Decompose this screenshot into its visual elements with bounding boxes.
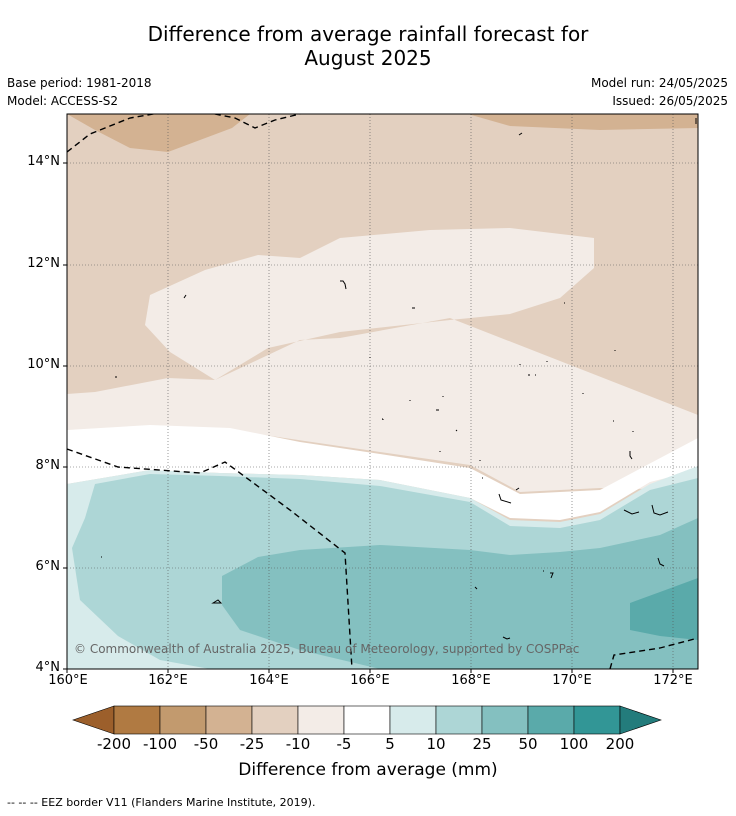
colorbar-label: -200	[96, 735, 132, 753]
colorbar-swatch	[527, 705, 575, 735]
map-title: Difference from average rainfall forecas…	[0, 22, 736, 70]
title-line-2: August 2025	[304, 46, 432, 70]
base-period: Base period: 1981-2018	[7, 76, 152, 90]
colorbar-swatch	[159, 705, 207, 735]
colorbar-swatch	[389, 705, 437, 735]
colorbar-swatch	[573, 705, 621, 735]
title-line-1: Difference from average rainfall forecas…	[147, 22, 589, 46]
copyright-notice: © Commonwealth of Australia 2025, Bureau…	[74, 642, 579, 656]
colorbar-label: 100	[559, 735, 589, 753]
colorbar-swatch	[251, 705, 299, 735]
axis-ticks	[63, 162, 674, 673]
model-run: Model run: 24/05/2025	[590, 76, 728, 90]
colorbar-swatch	[481, 705, 529, 735]
colorbar-swatch	[205, 705, 253, 735]
band-5-10-southwest	[67, 484, 210, 669]
colorbar-label: 5	[385, 735, 395, 753]
x-tick-172e: 172°E	[653, 673, 693, 688]
band-minus10-minus5	[67, 228, 698, 492]
colorbar-arrow-left	[72, 705, 115, 735]
colorbar-label: 50	[518, 735, 538, 753]
colorbar-arrow-right	[619, 705, 662, 735]
band-minus50-minus25-east	[468, 114, 698, 130]
y-tick-4n: 4°N	[35, 660, 61, 675]
colorbar-label: -10	[285, 735, 311, 753]
colorbar-label: 200	[605, 735, 635, 753]
meta-left: Base period: 1981-2018 Model: ACCESS-S2	[7, 74, 152, 110]
colorbar	[72, 705, 662, 735]
colorbar-swatch	[343, 705, 391, 735]
band-50-100	[630, 578, 698, 640]
rainfall-map: © Commonwealth of Australia 2025, Bureau…	[67, 114, 698, 669]
y-tick-14n: 14°N	[27, 154, 60, 169]
colorbar-label: 25	[472, 735, 492, 753]
colorbar-swatch	[113, 705, 161, 735]
x-tick-160e: 160°E	[48, 673, 88, 688]
band-25-50	[222, 518, 698, 669]
model-name: Model: ACCESS-S2	[7, 94, 119, 108]
eez-borders	[67, 114, 698, 669]
issued-date: Issued: 26/05/2025	[612, 94, 728, 108]
colorbar-label: -25	[239, 735, 265, 753]
y-tick-10n: 10°N	[27, 357, 60, 372]
y-tick-12n: 12°N	[27, 256, 60, 271]
x-tick-166e: 166°E	[350, 673, 390, 688]
colorbar-swatch	[435, 705, 483, 735]
colorbar-label: 10	[426, 735, 446, 753]
map-frame	[66, 113, 699, 670]
colorbar-label: -50	[193, 735, 219, 753]
band-minus50-minus25-west	[67, 114, 250, 152]
colorbar-swatch	[297, 705, 345, 735]
x-tick-164e: 164°E	[249, 673, 289, 688]
islands	[101, 118, 697, 640]
gridlines	[67, 114, 698, 669]
meta-right: Model run: 24/05/2025 Issued: 26/05/2025	[591, 74, 728, 110]
x-tick-162e: 162°E	[148, 673, 188, 688]
x-tick-170e: 170°E	[552, 673, 592, 688]
y-tick-6n: 6°N	[35, 559, 61, 574]
colorbar-label: -100	[142, 735, 178, 753]
colorbar-label: -5	[336, 735, 352, 753]
eez-footnote: -- -- -- EEZ border V11 (Flanders Marine…	[7, 796, 316, 809]
colorbar-title: Difference from average (mm)	[238, 760, 498, 780]
band-minus5-plus5	[67, 425, 698, 520]
y-tick-8n: 8°N	[35, 458, 61, 473]
x-tick-168e: 168°E	[451, 673, 491, 688]
